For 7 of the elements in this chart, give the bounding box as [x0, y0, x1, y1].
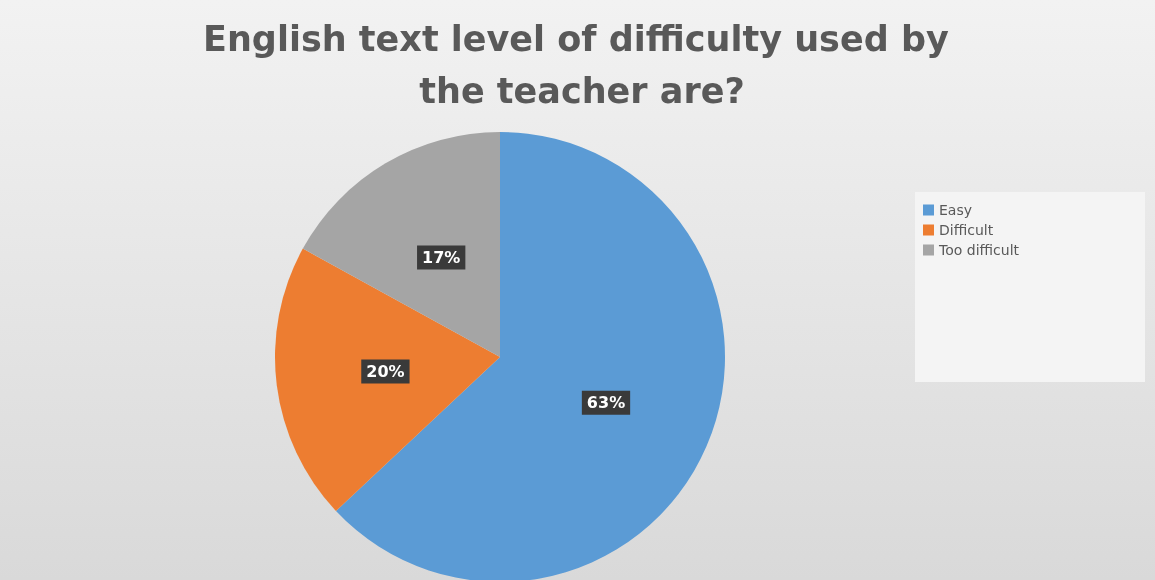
legend-label: Too difficult — [938, 242, 1020, 258]
legend-label: Easy — [939, 202, 973, 218]
data-label: 20% — [366, 361, 405, 381]
chart-title: English text level of difficulty used by the teacher are? — [203, 19, 961, 111]
data-label: 17% — [422, 248, 461, 268]
legend-label: Difficult — [939, 222, 994, 238]
data-label: 63% — [586, 393, 626, 413]
